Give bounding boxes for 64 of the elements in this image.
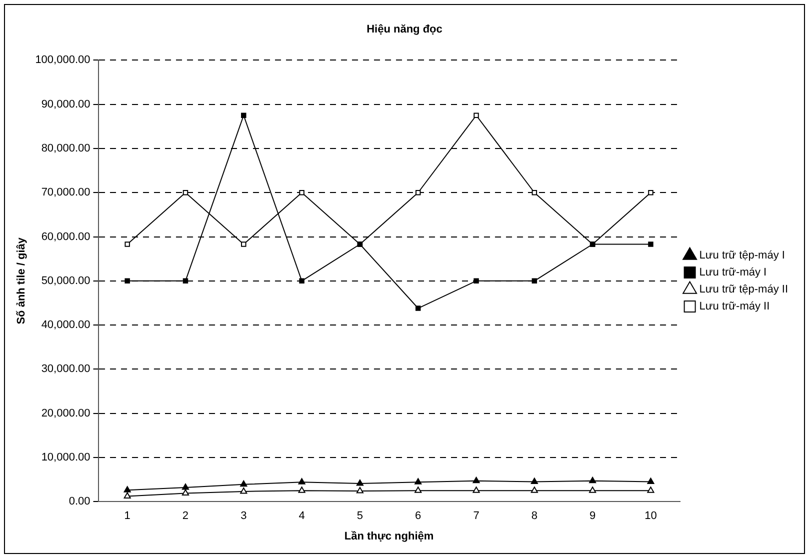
- y-tick-label: 0.00: [68, 496, 90, 508]
- point: [474, 278, 479, 284]
- x-tick-label: 3: [240, 510, 247, 522]
- point: [241, 112, 246, 118]
- chart-title: Hiệu năng đọc: [366, 24, 442, 36]
- point: [415, 190, 421, 196]
- point: [299, 190, 304, 196]
- point: [532, 278, 538, 284]
- point: [182, 190, 188, 196]
- point: [589, 476, 596, 484]
- x-tick-label: 9: [590, 510, 596, 522]
- y-tick-label: 40,000.00: [41, 319, 90, 332]
- point: [182, 278, 188, 284]
- x-tick-label: 8: [531, 510, 538, 522]
- point: [647, 478, 654, 484]
- legend-label: Lưu trữ tệp-máy I: [699, 250, 785, 262]
- y-tick-label: 100,000.00: [35, 54, 90, 66]
- point: [240, 480, 248, 487]
- point: [241, 242, 246, 247]
- y-tick-label: 30,000.00: [41, 363, 90, 376]
- x-tick-label: 2: [182, 510, 189, 522]
- x-tick-label: 10: [644, 510, 657, 522]
- point: [124, 278, 130, 284]
- point: [530, 478, 538, 484]
- x-axis-title: Lần thực nghiệm: [344, 530, 434, 542]
- x-tick-label: 4: [298, 510, 305, 522]
- y-tick-label: 90,000.00: [41, 98, 90, 110]
- y-axis-title: Số ảnh tile / giây: [16, 236, 28, 324]
- x-tick-label: 7: [473, 510, 480, 522]
- point: [124, 242, 130, 247]
- point: [182, 483, 190, 490]
- point: [648, 190, 654, 196]
- point: [415, 306, 421, 311]
- point: [530, 486, 538, 493]
- y-tick-label: 10,000.00: [41, 451, 90, 464]
- point: [240, 487, 248, 494]
- point: [589, 486, 596, 493]
- point: [474, 112, 479, 118]
- y-tick-label: 60,000.00: [41, 230, 90, 243]
- point: [472, 476, 480, 484]
- y-tick-label: 20,000.00: [41, 407, 90, 420]
- point: [356, 480, 364, 486]
- point: [648, 242, 654, 247]
- y-tick-label: 80,000.00: [41, 142, 90, 155]
- point: [298, 486, 306, 493]
- point: [472, 486, 480, 493]
- point: [532, 190, 538, 196]
- legend-label: Lưu trữ-máy II: [699, 300, 770, 313]
- legend-label: Lưu trữ-máy I: [699, 266, 767, 279]
- point: [298, 478, 306, 484]
- x-tick-label: 6: [415, 510, 422, 522]
- point: [414, 478, 422, 484]
- x-tick-label: 5: [356, 510, 364, 522]
- legend-label: Lưu trữ tệp-máy II: [699, 284, 788, 296]
- point: [356, 487, 364, 494]
- point: [124, 492, 131, 499]
- point: [299, 278, 304, 284]
- point: [647, 486, 654, 493]
- point: [414, 486, 422, 493]
- x-tick-label: 1: [124, 510, 130, 522]
- point: [124, 486, 131, 492]
- y-tick-label: 50,000.00: [41, 274, 90, 287]
- y-tick-label: 70,000.00: [41, 186, 90, 199]
- point: [182, 489, 190, 496]
